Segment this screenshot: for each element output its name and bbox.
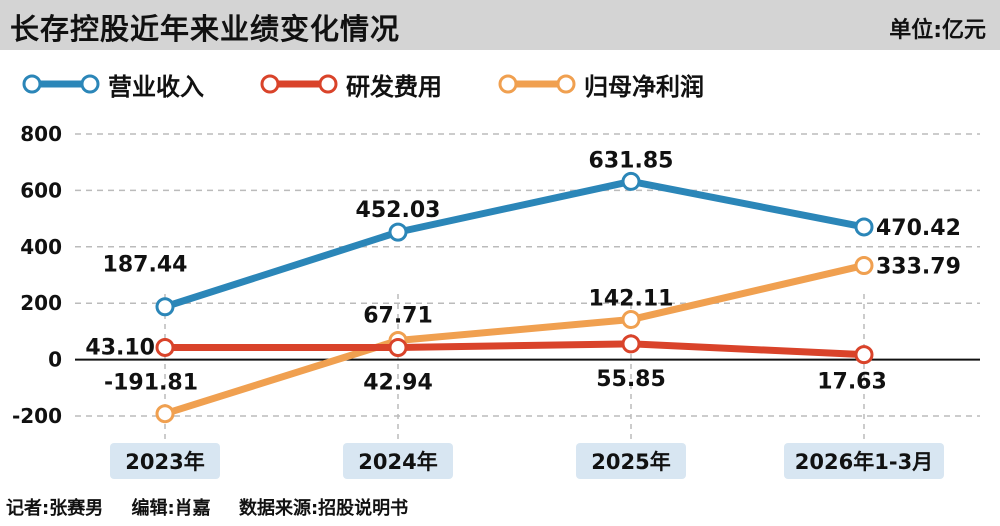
x-label-box-3 — [784, 443, 944, 479]
chart-title: 长存控股近年来业绩变化情况 — [10, 12, 401, 46]
footer: 记者:张赛男 编辑:肖嘉 数据来源:招股说明书 — [6, 494, 430, 520]
y-tick-label: 600 — [20, 178, 62, 202]
point-revenue-3 — [854, 217, 874, 237]
point-revenue-2 — [621, 171, 641, 191]
footer-editor: 编辑:肖嘉 — [131, 498, 211, 519]
point-profit-0 — [155, 404, 175, 424]
data-label-profit: 67.71 — [363, 304, 433, 329]
series-line-profit — [161, 261, 868, 418]
data-label-profit: 333.79 — [876, 254, 961, 279]
legend-label-rd: 研发费用 — [346, 72, 442, 101]
data-label-rd: 43.10 — [85, 335, 155, 360]
y-tick-label: 0 — [48, 348, 62, 372]
legend-item-revenue: 营业收入 — [20, 67, 204, 102]
title-bar: 长存控股近年来业绩变化情况 单位:亿元 — [0, 0, 1000, 50]
legend: 营业收入 研发费用 归母净利润 — [20, 64, 758, 104]
legend-item-rd: 研发费用 — [258, 67, 442, 102]
x-label-box-1 — [343, 443, 453, 479]
legend-swatch-rd — [260, 74, 338, 94]
data-label-revenue: 452.03 — [356, 198, 441, 223]
point-rd-0 — [155, 337, 175, 357]
data-label-revenue: 470.42 — [876, 216, 961, 241]
footer-source: 数据来源:招股说明书 — [238, 498, 409, 519]
point-revenue-1 — [388, 222, 408, 242]
y-tick-label: 800 — [20, 122, 62, 146]
point-rd-1 — [388, 337, 408, 357]
data-label-rd: 42.94 — [363, 370, 433, 395]
unit-label: 单位:亿元 — [889, 18, 986, 43]
x-label-box-2 — [576, 443, 686, 479]
legend-label-revenue: 营业收入 — [108, 72, 204, 101]
x-tick-label: 2023年 — [125, 450, 204, 474]
x-tick-label: 2025年 — [591, 450, 670, 474]
legend-item-profit: 归母净利润 — [496, 67, 704, 102]
data-label-profit: -191.81 — [104, 371, 198, 396]
point-profit-2 — [621, 310, 641, 330]
data-label-rd: 17.63 — [817, 370, 887, 395]
x-tick-label: 2024年 — [358, 450, 437, 474]
point-rd-2 — [621, 334, 641, 354]
legend-label-profit: 归母净利润 — [584, 72, 704, 101]
x-tick-label: 2026年1-3月 — [795, 450, 933, 474]
data-label-rd: 55.85 — [596, 367, 666, 392]
point-profit-3 — [854, 255, 874, 275]
series-line-revenue — [161, 177, 868, 311]
point-revenue-0 — [155, 297, 175, 317]
footer-reporter: 记者:张赛男 — [6, 498, 104, 519]
point-rd-3 — [854, 345, 874, 365]
data-label-revenue: 187.44 — [103, 253, 188, 278]
y-tick-label: 400 — [20, 235, 62, 259]
legend-swatch-revenue — [22, 74, 100, 94]
data-label-revenue: 631.85 — [589, 148, 674, 173]
y-tick-label: 200 — [20, 291, 62, 315]
y-tick-label: -200 — [12, 404, 62, 428]
data-label-profit: 142.11 — [589, 287, 674, 312]
series-line-rd — [161, 340, 868, 359]
x-label-box-0 — [110, 443, 220, 479]
legend-swatch-profit — [498, 74, 576, 94]
